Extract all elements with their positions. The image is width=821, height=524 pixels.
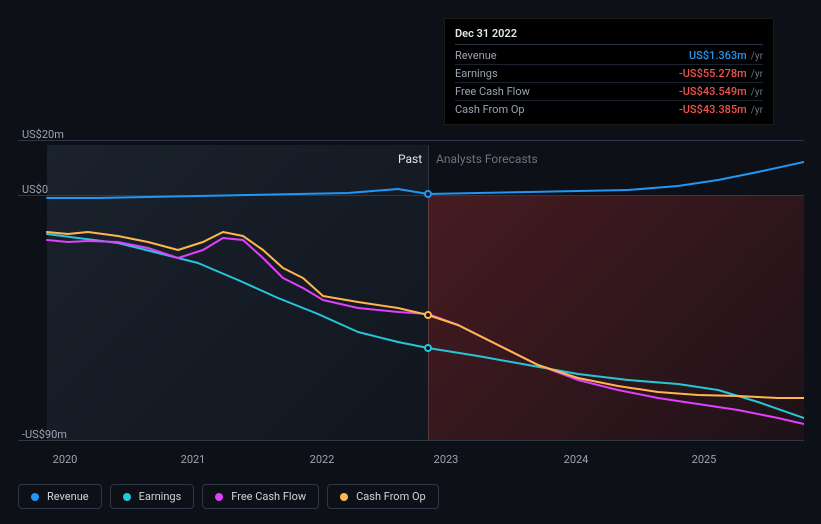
tooltip-row: Earnings -US$55.278m/yr (455, 65, 763, 83)
financial-chart: Past Analysts Forecasts US$20mUS$0-US$90… (18, 0, 804, 445)
legend-label: Revenue (47, 490, 89, 503)
series-line (47, 238, 804, 424)
tooltip-row: Free Cash Flow -US$43.549m/yr (455, 83, 763, 101)
series-marker (424, 344, 432, 352)
tooltip-key: Revenue (455, 49, 497, 62)
chart-tooltip: Dec 31 2022 Revenue US$1.363m/yr Earnings -… (444, 18, 774, 125)
legend-swatch (31, 493, 39, 501)
legend-swatch (215, 493, 223, 501)
legend-swatch (340, 493, 348, 501)
legend-item[interactable]: Earnings (110, 484, 195, 509)
legend-label: Cash From Op (356, 490, 426, 503)
tooltip-row: Revenue US$1.363m/yr (455, 47, 763, 65)
tooltip-value: -US$55.278m/yr (679, 67, 763, 80)
x-axis-label: 2022 (310, 453, 335, 466)
tooltip-date: Dec 31 2022 (455, 25, 763, 45)
x-axis-label: 2021 (181, 453, 206, 466)
legend-item[interactable]: Revenue (18, 484, 102, 509)
series-line (47, 234, 804, 418)
tooltip-key: Free Cash Flow (455, 85, 530, 98)
x-axis-label: 2025 (692, 453, 717, 466)
x-axis-label: 2024 (564, 453, 589, 466)
tooltip-value: -US$43.385m/yr (679, 103, 763, 116)
legend-item[interactable]: Free Cash Flow (202, 484, 319, 509)
tooltip-row: Cash From Op -US$43.385m/yr (455, 101, 763, 118)
chart-legend: Revenue Earnings Free Cash Flow Cash From O… (18, 484, 439, 509)
legend-label: Earnings (139, 490, 182, 503)
x-axis-label: 2020 (53, 453, 78, 466)
x-axis-label: 2023 (434, 453, 459, 466)
tooltip-value: US$1.363m/yr (689, 49, 763, 62)
tooltip-key: Earnings (455, 67, 498, 80)
tooltip-key: Cash From Op (455, 103, 525, 116)
series-marker (424, 190, 432, 198)
series-marker (424, 311, 432, 319)
legend-label: Free Cash Flow (231, 490, 306, 503)
tooltip-value: -US$43.549m/yr (679, 85, 763, 98)
legend-swatch (123, 493, 131, 501)
legend-item[interactable]: Cash From Op (327, 484, 439, 509)
